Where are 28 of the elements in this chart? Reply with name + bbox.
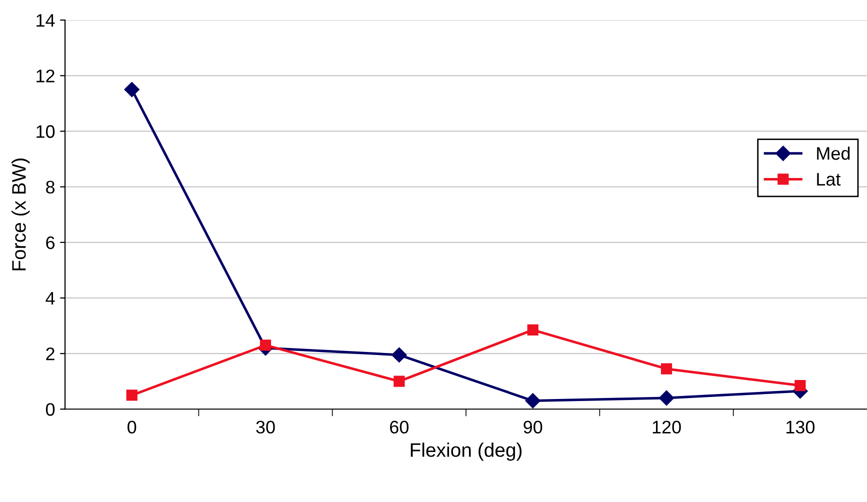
point [525,393,540,408]
point [392,347,407,363]
point [794,380,806,392]
x-tick-label: 0 [128,420,136,434]
y-tick-label: 0 [46,403,55,416]
y-tick-label: 12 [36,70,54,82]
point [660,363,672,374]
y-tick-label: 10 [36,125,55,138]
legend-label: Lat [817,173,841,186]
point [527,324,538,336]
x-axis-title: Flexion (deg) [410,442,522,461]
y-tick-label: 4 [46,292,55,305]
y-tick-label: 14 [36,14,55,27]
point [260,340,272,351]
y-tick-label: 6 [46,236,55,250]
y-tick-label: 2 [46,347,54,360]
point [126,390,138,401]
y-axis-title: Force (x BW) [12,158,30,270]
point [394,376,405,387]
x-tick-label: 130 [786,420,815,434]
x-tick-label: 120 [652,420,681,434]
point [658,390,674,406]
y-tick-label: 8 [46,180,55,194]
x-tick-label: 60 [390,420,409,434]
x-tick-label: 30 [256,420,275,434]
x-tick-label: 90 [524,420,542,434]
legend-label: Med [817,146,850,160]
point [124,82,140,98]
